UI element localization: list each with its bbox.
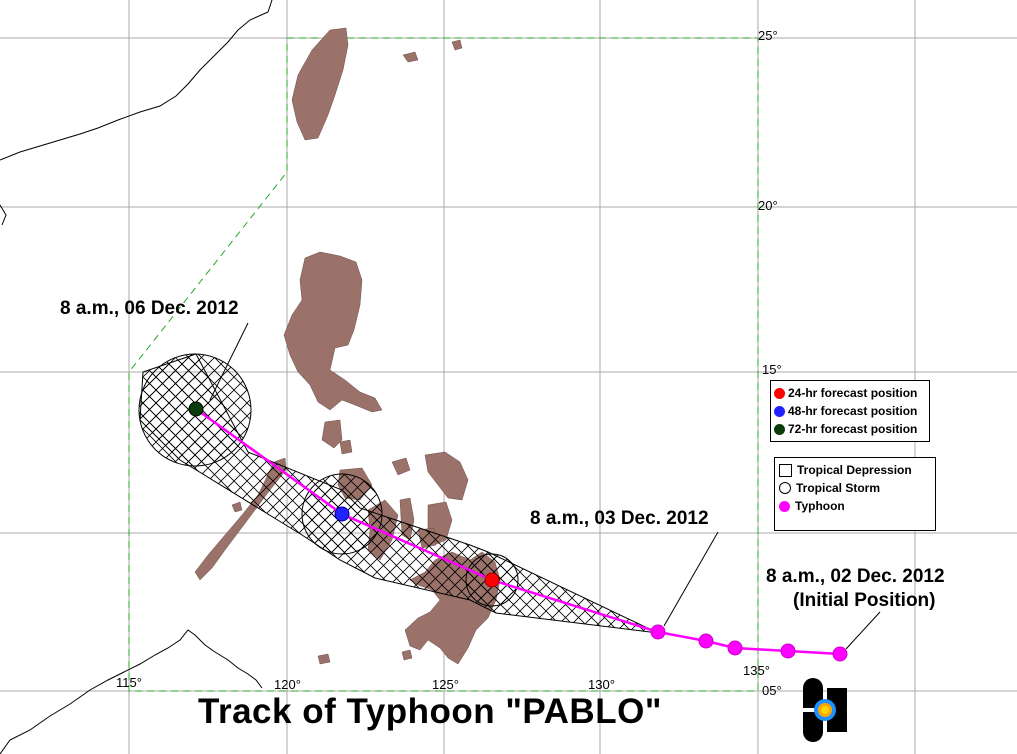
annotation-initial-position: (Initial Position) — [793, 590, 936, 611]
dark-green-dot-icon — [774, 423, 785, 435]
par-boundary — [128, 37, 759, 692]
legend-label: 24-hr forecast position — [788, 386, 918, 400]
legend-item-72hr: 72-hr forecast position — [771, 420, 929, 438]
typhoon-positions — [650, 624, 848, 662]
legend-item-48hr: 48-hr forecast position — [771, 402, 929, 420]
legend-item-tropical-storm: Tropical Storm — [775, 479, 935, 497]
lon-label-120: 120° — [274, 677, 301, 692]
red-dot-icon — [774, 387, 785, 399]
lat-label-20: 20° — [758, 198, 778, 213]
lat-label-25: 25° — [758, 28, 778, 43]
lat-label-15: 15° — [762, 362, 782, 377]
legend-label: Tropical Storm — [796, 481, 881, 495]
pagasa-logo-icon — [803, 678, 847, 742]
annotation-dec02: 8 a.m., 02 Dec. 2012 — [766, 566, 945, 587]
track-point-dec03 — [650, 624, 666, 640]
blue-dot-icon — [774, 405, 785, 417]
legend-label: 48-hr forecast position — [788, 404, 918, 418]
annotation-leaders — [209, 322, 881, 650]
legend-storm-categories: Tropical Depression Tropical Storm Typho… — [774, 457, 936, 531]
map-title: Track of Typhoon "PABLO" — [198, 692, 662, 731]
lat-label-05: 05° — [762, 683, 782, 698]
forecast-24hr-point — [484, 572, 500, 588]
legend-item-24hr: 24-hr forecast position — [771, 384, 929, 402]
lon-label-115: 115° — [116, 675, 142, 690]
forecast-48hr-point — [334, 506, 350, 522]
lon-label-125: 125° — [432, 677, 459, 692]
track-point — [727, 640, 743, 656]
annotation-dec06: 8 a.m., 06 Dec. 2012 — [60, 298, 239, 319]
lon-label-130: 130° — [588, 677, 615, 692]
legend-forecast-positions: 24-hr forecast position 48-hr forecast p… — [770, 380, 930, 442]
square-outline-icon — [779, 463, 792, 477]
legend-label: 72-hr forecast position — [788, 422, 918, 436]
coastline — [0, 0, 273, 754]
legend-label: Tropical Depression — [797, 463, 912, 477]
legend-item-typhoon: Typhoon — [775, 497, 935, 515]
track-point — [698, 633, 714, 649]
annotation-dec03: 8 a.m., 03 Dec. 2012 — [530, 508, 709, 529]
track-point-initial — [832, 646, 848, 662]
magenta-dot-icon — [779, 500, 790, 512]
typhoon-track-line — [195, 407, 841, 656]
legend-label: Typhoon — [795, 499, 845, 513]
legend-item-tropical-depression: Tropical Depression — [775, 461, 935, 479]
circle-outline-icon — [779, 482, 791, 494]
forecast-72hr-point — [188, 401, 204, 417]
forecast-uncertainty-cone — [138, 353, 659, 634]
lon-label-135: 135° — [743, 663, 770, 678]
track-point — [780, 643, 796, 659]
